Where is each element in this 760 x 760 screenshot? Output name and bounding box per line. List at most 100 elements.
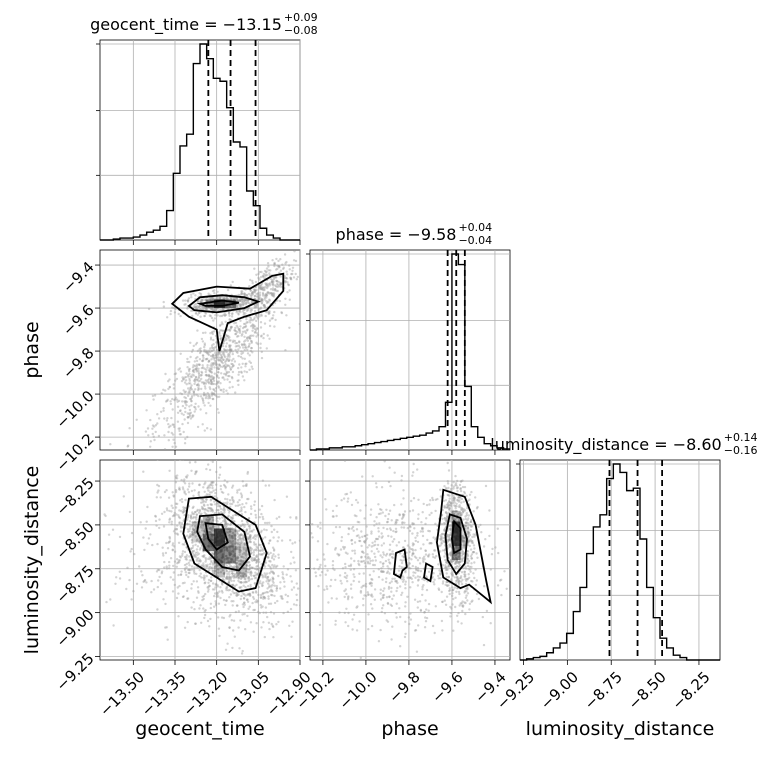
contour-geocent_time-luminosity_distance-1 <box>196 513 251 572</box>
sample-point <box>207 352 210 355</box>
sample-point <box>465 521 468 525</box>
sample-point <box>191 511 194 514</box>
sample-point <box>215 517 218 520</box>
sample-point <box>209 338 213 341</box>
sample-point <box>178 367 182 370</box>
sample-point <box>445 503 449 506</box>
sample-point <box>278 299 282 303</box>
sample-point <box>461 547 464 550</box>
sample-point <box>452 559 455 562</box>
sample-point <box>411 548 414 551</box>
sample-point <box>428 530 431 533</box>
sample-point <box>260 356 264 360</box>
sample-point <box>207 397 210 400</box>
sample-point <box>461 485 465 489</box>
sample-point <box>208 396 212 400</box>
sample-point <box>135 418 138 421</box>
sample-point <box>179 370 183 373</box>
title-phase: phase = −9.58 +0.04−0.04 <box>336 221 493 247</box>
sample-point <box>243 299 246 302</box>
sample-point <box>186 415 190 419</box>
sample-point <box>193 360 196 363</box>
sample-point <box>448 589 451 593</box>
sample-point <box>219 586 222 589</box>
sample-point <box>234 534 238 537</box>
sample-point <box>218 297 221 300</box>
sample-point <box>223 339 226 342</box>
sample-point <box>358 572 361 575</box>
sample-point <box>479 523 482 527</box>
sample-point <box>229 502 232 505</box>
sample-point <box>469 555 473 558</box>
sample-point <box>359 591 363 594</box>
sample-point <box>167 426 171 429</box>
sample-point <box>261 274 265 278</box>
sample-point <box>240 555 243 558</box>
sample-point <box>236 331 239 334</box>
sample-point <box>215 362 218 365</box>
sample-point <box>228 349 231 352</box>
sample-point <box>239 581 243 584</box>
sample-point <box>461 538 464 542</box>
sample-point <box>250 294 253 297</box>
sample-point <box>302 603 304 605</box>
sample-point <box>444 564 447 567</box>
sample-point <box>285 277 288 280</box>
sample-point <box>229 557 233 561</box>
sample-point <box>256 298 260 301</box>
sample-point <box>185 404 188 407</box>
sample-point <box>437 574 440 578</box>
sample-point <box>210 567 213 570</box>
sample-point <box>257 610 260 614</box>
sample-point <box>280 282 283 286</box>
sample-point <box>231 542 234 545</box>
sample-point <box>451 586 454 589</box>
sample-point <box>229 613 232 617</box>
sample-point <box>194 527 198 530</box>
sample-point <box>270 588 273 591</box>
sample-point <box>448 508 451 511</box>
sample-point <box>409 567 412 570</box>
sample-point <box>375 486 378 489</box>
sample-point <box>476 505 479 509</box>
sample-point <box>439 488 442 491</box>
sample-point <box>411 564 414 568</box>
sample-point <box>250 577 254 581</box>
sample-point <box>225 554 228 558</box>
sample-point <box>345 607 348 610</box>
sample-point <box>208 370 212 373</box>
sample-point <box>194 470 197 473</box>
sample-point <box>468 524 472 527</box>
sample-point <box>250 551 253 555</box>
sample-point <box>194 471 198 474</box>
sample-point <box>227 581 230 584</box>
sample-point <box>209 498 213 501</box>
sample-point <box>237 354 240 358</box>
sample-point <box>225 359 228 362</box>
sample-point <box>186 299 189 302</box>
sample-point <box>162 388 165 391</box>
sample-point <box>202 394 206 397</box>
sample-point <box>456 489 459 493</box>
sample-point <box>260 313 263 316</box>
sample-point <box>173 550 177 553</box>
sample-point <box>170 520 173 523</box>
sample-point <box>243 348 246 352</box>
sample-point <box>463 575 466 578</box>
sample-point <box>453 554 456 557</box>
sample-point <box>262 611 265 614</box>
sample-point <box>463 536 466 540</box>
sample-point <box>223 571 226 575</box>
sample-point <box>216 395 219 399</box>
sample-point <box>219 350 223 353</box>
sample-point <box>231 574 235 577</box>
sample-point <box>168 386 171 389</box>
sample-point <box>163 560 166 564</box>
sample-point <box>427 555 430 558</box>
sample-point <box>428 553 431 556</box>
sample-point <box>184 375 188 379</box>
sample-point <box>441 600 444 603</box>
sample-point <box>443 517 447 520</box>
sample-point <box>183 543 186 546</box>
sample-point <box>193 378 197 381</box>
